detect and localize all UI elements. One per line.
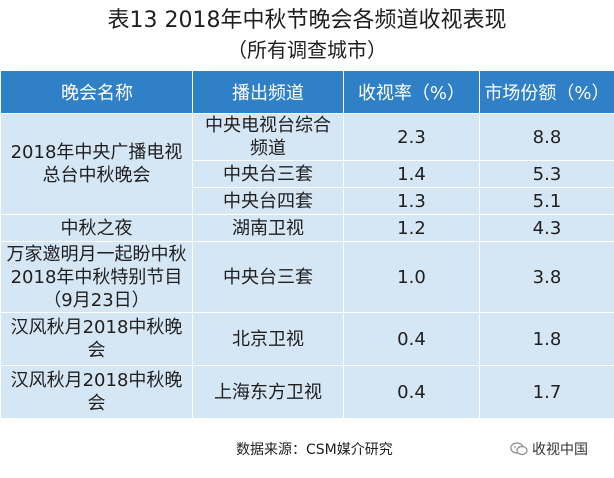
rating-cell: 1.2 bbox=[343, 214, 480, 242]
rating-cell: 1.3 bbox=[343, 187, 480, 215]
header-rating: 收视率（%） bbox=[343, 70, 480, 114]
brand-name: 收视中国 bbox=[532, 442, 588, 458]
table-row: 中秋之夜 湖南卫视 1.2 4.3 bbox=[0, 214, 614, 242]
table-row: 中央台三套 1.4 5.3 bbox=[1, 160, 614, 188]
channel-cell: 北京卫视 bbox=[192, 312, 344, 366]
program-name-cell: 万家邀明月一起盼中秋2018年中秋特别节目（9月23日） bbox=[0, 241, 193, 313]
table-row: 汉风秋月2018中秋晚会 上海东方卫视 0.4 1.7 bbox=[0, 365, 614, 419]
share-cell: 1.7 bbox=[479, 365, 614, 419]
channel-cell: 上海东方卫视 bbox=[192, 365, 344, 419]
table-row: 汉风秋月2018中秋晚会 北京卫视 0.4 1.8 bbox=[0, 312, 614, 366]
channel-cell: 中央电视台综合频道 bbox=[192, 113, 344, 161]
channel-cell: 湖南卫视 bbox=[192, 214, 344, 242]
program-name-cell: 汉风秋月2018中秋晚会 bbox=[0, 365, 193, 419]
rating-cell: 1.4 bbox=[343, 160, 480, 188]
table-title: 表13 2018年中秋节晚会各频道收视表现 bbox=[107, 8, 507, 33]
program-name-cell: 中秋之夜 bbox=[0, 214, 193, 242]
header-program-name: 晚会名称 bbox=[0, 70, 193, 114]
rating-cell: 0.4 bbox=[343, 312, 480, 366]
wechat-icon bbox=[510, 442, 528, 456]
program-name-cell: 汉风秋月2018中秋晚会 bbox=[0, 312, 193, 366]
share-cell: 5.1 bbox=[479, 187, 614, 215]
share-cell: 3.8 bbox=[479, 241, 614, 313]
header-row: 晚会名称 播出频道 收视率（%） 市场份额（%） bbox=[0, 70, 614, 114]
data-source: 数据来源：CSM媒介研究 bbox=[236, 442, 393, 458]
share-cell: 4.3 bbox=[479, 214, 614, 242]
channel-cell: 中央台四套 bbox=[192, 187, 344, 215]
rating-cell: 1.0 bbox=[343, 241, 480, 313]
share-cell: 1.8 bbox=[479, 312, 614, 366]
share-cell: 8.8 bbox=[479, 113, 614, 161]
brand: 收视中国 bbox=[510, 440, 588, 460]
rating-cell: 2.3 bbox=[343, 113, 480, 161]
table-row: 2018年中央广播电视总台中秋晚会 中央电视台综合频道 2.3 8.8 bbox=[0, 113, 614, 215]
rating-cell: 0.4 bbox=[343, 365, 480, 419]
share-cell: 5.3 bbox=[479, 160, 614, 188]
header-share: 市场份额（%） bbox=[479, 70, 614, 114]
table-row: 中央台四套 1.3 5.1 bbox=[1, 187, 614, 215]
ratings-table: 晚会名称 播出频道 收视率（%） 市场份额（%） 2018年中央广播电视总台中秋… bbox=[0, 70, 614, 419]
table-row: 万家邀明月一起盼中秋2018年中秋特别节目（9月23日） 中央台三套 1.0 3… bbox=[0, 241, 614, 313]
channel-cell: 中央台三套 bbox=[192, 241, 344, 313]
program-name-cell: 2018年中央广播电视总台中秋晚会 bbox=[0, 113, 193, 215]
header-channel: 播出频道 bbox=[192, 70, 344, 114]
table-subtitle: （所有调查城市） bbox=[227, 38, 387, 62]
channel-cell: 中央台三套 bbox=[192, 160, 344, 188]
